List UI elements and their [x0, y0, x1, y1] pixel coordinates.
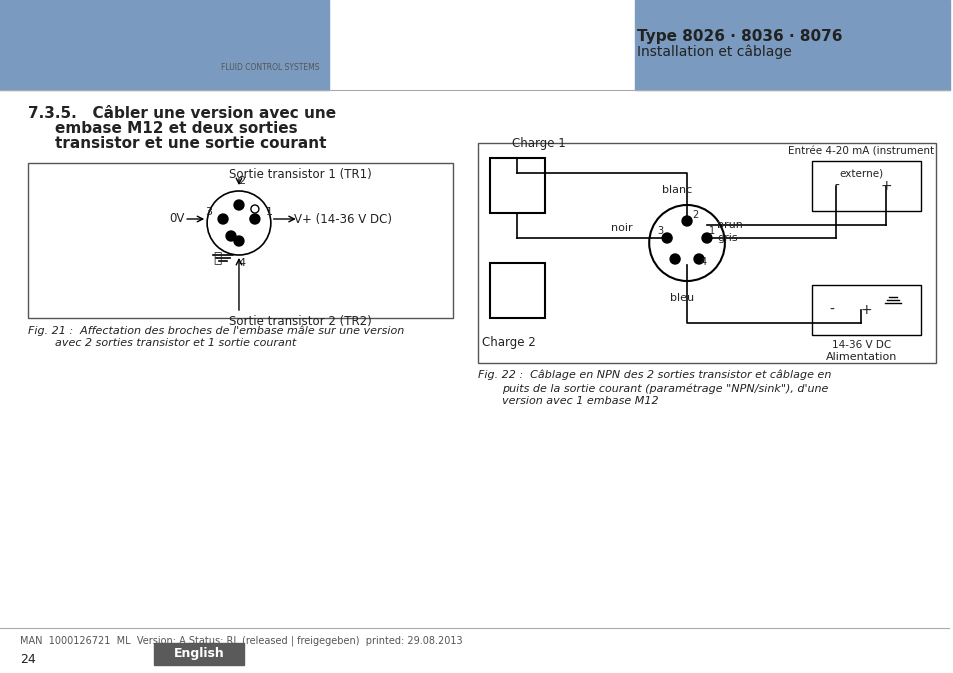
Circle shape [681, 216, 691, 226]
Text: 4: 4 [700, 257, 706, 267]
Circle shape [226, 231, 235, 241]
Circle shape [233, 236, 244, 246]
Circle shape [669, 254, 679, 264]
Circle shape [207, 191, 271, 255]
Text: -: - [828, 303, 833, 317]
Text: 1: 1 [708, 226, 715, 236]
Text: 4: 4 [238, 258, 245, 268]
Text: FLUID CONTROL SYSTEMS: FLUID CONTROL SYSTEMS [221, 63, 319, 72]
Bar [490, 263, 544, 318]
Text: Fig. 22 :  Câblage en NPN des 2 sorties transistor et câblage en: Fig. 22 : Câblage en NPN des 2 sorties t… [477, 370, 830, 380]
Text: avec 2 sorties transistor et 1 sortie courant: avec 2 sorties transistor et 1 sortie co… [54, 338, 295, 348]
Text: V+ (14-36 V DC): V+ (14-36 V DC) [294, 213, 392, 225]
Circle shape [250, 214, 259, 224]
Text: 2: 2 [691, 210, 698, 220]
Bar [0, 0, 328, 90]
Text: Fig. 21 :  Affectation des broches de l'embase mâle sur une version: Fig. 21 : Affectation des broches de l'e… [28, 325, 404, 336]
Text: -: - [833, 179, 838, 193]
Circle shape [233, 200, 244, 210]
Text: puits de la sortie courant (paramétrage "NPN/sink"), d'une: puits de la sortie courant (paramétrage … [501, 383, 827, 394]
Bar [635, 0, 949, 90]
Text: 3: 3 [657, 226, 662, 236]
Text: ⏚: ⏚ [213, 251, 221, 265]
Bar [811, 285, 920, 335]
Circle shape [218, 214, 228, 224]
Text: 7.3.5.   Câbler une version avec une: 7.3.5. Câbler une version avec une [28, 106, 335, 121]
Text: Sortie transistor 2 (TR2): Sortie transistor 2 (TR2) [229, 315, 372, 328]
Text: externe): externe) [839, 169, 882, 179]
Text: bürkert: bürkert [221, 50, 296, 68]
Bar [477, 143, 935, 363]
Text: MAN  1000126721  ML  Version: A Status: RL (released | freigegeben)  printed: 29: MAN 1000126721 ML Version: A Status: RL … [20, 635, 462, 645]
Text: 14-36 V DC: 14-36 V DC [831, 340, 890, 350]
Text: Entrée 4-20 mA (instrument: Entrée 4-20 mA (instrument [787, 146, 933, 156]
Circle shape [251, 205, 258, 213]
Text: 0V: 0V [169, 213, 184, 225]
Text: version avec 1 embase M12: version avec 1 embase M12 [501, 396, 658, 406]
Text: bleu: bleu [669, 293, 694, 303]
Text: 2: 2 [238, 176, 245, 186]
Bar [490, 158, 544, 213]
Text: 1: 1 [265, 207, 272, 217]
Text: gris: gris [716, 233, 737, 243]
Text: brun: brun [716, 220, 742, 230]
Text: 3: 3 [206, 207, 213, 217]
Text: English: English [173, 647, 224, 660]
Circle shape [649, 205, 724, 281]
Text: noir: noir [610, 223, 632, 233]
Text: Alimentation: Alimentation [824, 352, 896, 362]
Text: Charge 2: Charge 2 [481, 336, 536, 349]
Bar [154, 643, 244, 665]
Text: embase M12 et deux sorties: embase M12 et deux sorties [54, 121, 297, 136]
Bar [28, 163, 453, 318]
Text: Charge 1: Charge 1 [512, 137, 565, 150]
Circle shape [661, 233, 672, 243]
Text: +: + [880, 179, 891, 193]
Circle shape [701, 233, 711, 243]
Text: Installation et câblage: Installation et câblage [637, 44, 791, 59]
Text: +: + [860, 303, 871, 317]
Text: Sortie transistor 1 (TR1): Sortie transistor 1 (TR1) [229, 168, 372, 181]
Text: transistor et une sortie courant: transistor et une sortie courant [54, 136, 326, 151]
Bar [811, 161, 920, 211]
Text: Type 8026 · 8036 · 8076: Type 8026 · 8036 · 8076 [637, 28, 841, 44]
Circle shape [693, 254, 703, 264]
Text: blanc: blanc [661, 185, 692, 195]
Text: 24: 24 [20, 653, 35, 666]
